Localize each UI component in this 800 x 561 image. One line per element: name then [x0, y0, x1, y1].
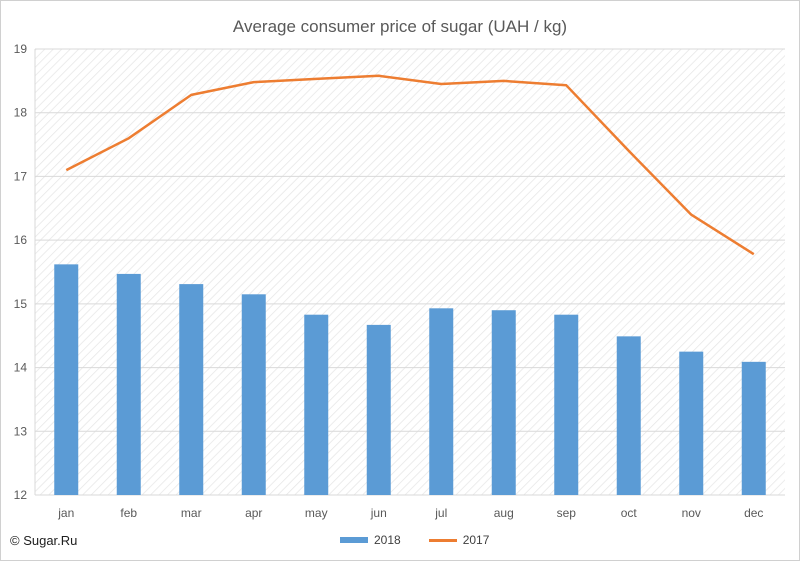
y-tick-label-14: 14 — [14, 361, 28, 375]
legend-item-2018: 2018 — [340, 533, 401, 547]
bar-2018-dec — [741, 361, 766, 495]
bar-2018-nov — [679, 351, 704, 495]
bar-2018-oct — [616, 336, 641, 495]
x-tick-label-mar: mar — [181, 506, 202, 520]
bar-2018-feb — [116, 273, 141, 495]
legend: 2018 2017 — [340, 533, 489, 547]
bar-2018-apr — [241, 294, 266, 495]
y-tick-label-19: 19 — [14, 42, 28, 56]
x-tick-label-aug: aug — [494, 506, 514, 520]
legend-swatch-2017 — [428, 538, 457, 542]
x-tick-label-jan: jan — [57, 506, 74, 520]
x-tick-label-nov: nov — [682, 506, 701, 520]
x-axis-ticks: jan feb mar apr may jun jul aug sep oct nov dec — [57, 506, 763, 520]
plot-background — [35, 49, 785, 495]
x-tick-label-oct: oct — [621, 506, 638, 520]
line-2017 — [65, 74, 755, 256]
x-tick-label-feb: feb — [120, 506, 137, 520]
x-tick-label-jun: jun — [370, 506, 387, 520]
y-tick-label-12: 12 — [14, 488, 28, 502]
bar-2018-mar — [179, 284, 204, 495]
bar-2018-sep — [554, 314, 579, 495]
y-tick-label-15: 15 — [14, 297, 28, 311]
x-tick-label-sep: sep — [557, 506, 577, 520]
y-tick-label-17: 17 — [14, 169, 28, 183]
gridlines — [34, 48, 785, 496]
x-tick-label-apr: apr — [245, 506, 262, 520]
bar-2018-jun — [366, 324, 391, 495]
credit-text: © Sugar.Ru — [10, 533, 78, 548]
x-tick-label-jul: jul — [434, 506, 447, 520]
y-tick-label-18: 18 — [14, 106, 28, 120]
legend-item-2017: 2017 — [428, 533, 490, 547]
chart-title: Average consumer price of sugar (UAH / k… — [232, 17, 568, 36]
y-tick-label-13: 13 — [14, 424, 28, 438]
x-tick-label-dec: dec — [744, 506, 763, 520]
y-axis-ticks: 12 13 14 15 16 17 18 19 — [14, 42, 28, 502]
legend-label-2018: 2018 — [374, 533, 401, 547]
bar-2018-jan — [54, 264, 79, 495]
bar-2018-jul — [429, 308, 454, 495]
y-tick-label-16: 16 — [14, 233, 28, 247]
series-line-2017 — [65, 74, 755, 256]
legend-label-2017: 2017 — [462, 533, 490, 547]
legend-swatch-2018 — [340, 537, 368, 543]
bars-2018 — [54, 264, 766, 495]
bar-2018-aug — [491, 310, 516, 495]
bar-2018-may — [304, 314, 329, 495]
x-tick-label-may: may — [305, 506, 328, 520]
